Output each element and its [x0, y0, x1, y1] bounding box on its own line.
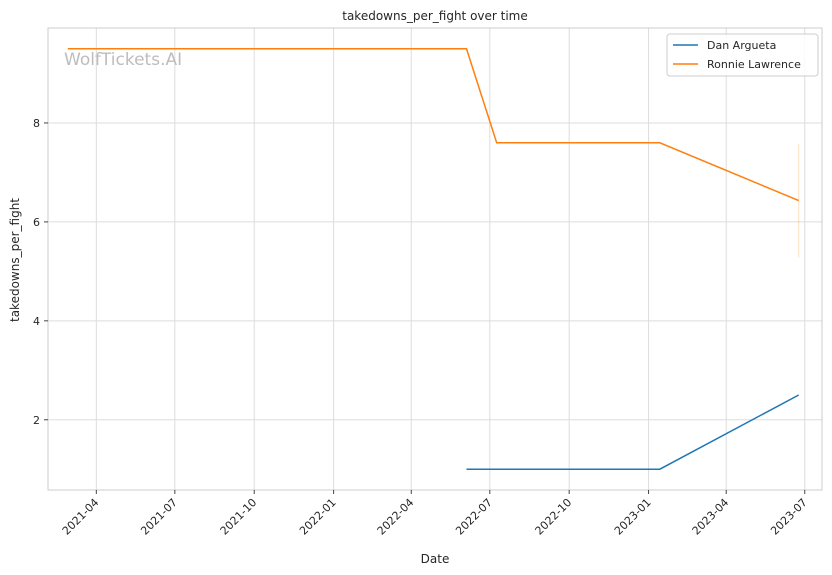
x-tick-label: 2023-01 — [612, 496, 654, 538]
y-tick-label: 8 — [33, 117, 40, 130]
x-tick-label: 2022-01 — [297, 496, 339, 538]
y-axis-label: takedowns_per_fight — [8, 198, 22, 322]
x-tick-labels: 2021-04 2021-07 2021-10 2022-01 2022-04 2022-… — [60, 490, 810, 538]
x-tick-label: 2021-04 — [60, 496, 102, 538]
x-tick-label: 2021-07 — [138, 496, 180, 538]
legend-label-ronnie-lawrence: Ronnie Lawrence — [707, 58, 801, 71]
x-tick-label: 2022-07 — [453, 496, 495, 538]
legend: Dan Argueta Ronnie Lawrence — [666, 33, 819, 77]
plot-frame — [47, 27, 823, 491]
y-tick-labels: 2 4 6 8 — [33, 117, 48, 427]
x-tick-label: 2022-10 — [533, 496, 575, 538]
y-tick-label: 4 — [33, 315, 40, 328]
series-line-dan-argueta — [466, 394, 800, 470]
y-tick-label: 2 — [33, 414, 40, 427]
y-tick-label: 6 — [33, 216, 40, 229]
chart-title: takedowns_per_fight over time — [342, 9, 528, 23]
x-tick-label: 2023-04 — [690, 496, 732, 538]
series-lines — [67, 48, 800, 470]
watermark: WolfTickets.AI — [64, 50, 182, 70]
x-tick-label: 2023-07 — [768, 496, 810, 538]
x-tick-label: 2021-10 — [218, 496, 260, 538]
series-line-ronnie-lawrence — [67, 48, 799, 202]
x-tick-label: 2022-04 — [375, 496, 417, 538]
legend-frame — [666, 33, 819, 77]
grid-lines — [48, 28, 822, 490]
legend-label-dan-argueta: Dan Argueta — [707, 39, 776, 52]
x-axis-label: Date — [421, 552, 450, 566]
